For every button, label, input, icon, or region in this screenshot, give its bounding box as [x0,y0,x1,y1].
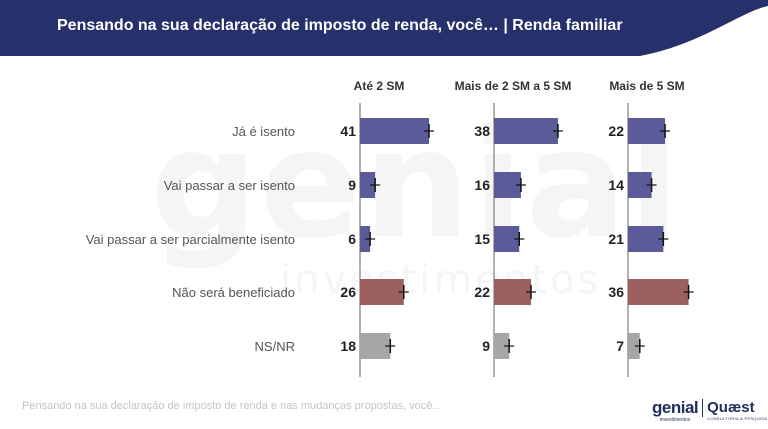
bar [360,226,371,252]
data-label: 21 [608,231,624,247]
data-label: 38 [474,123,490,139]
data-label: 15 [474,231,490,247]
bar [628,333,640,359]
bar [494,118,558,144]
genial-logo-text: genial [652,398,699,417]
bar [628,279,689,305]
data-label: 22 [608,123,624,139]
bar [494,333,510,359]
category-label: NS/NR [255,339,295,354]
category-label: Já é isento [232,124,295,139]
series-header: Até 2 SM [354,79,405,93]
header-banner [0,0,768,56]
quaest-logo-sub: CONSULTORIA & PESQUISA [707,416,768,421]
data-label: 18 [340,338,356,354]
data-label: 41 [340,123,356,139]
category-label: Vai passar a ser parcialmente isento [86,232,295,247]
series-header: Mais de 5 SM [609,79,684,93]
quaest-logo: Quæst CONSULTORIA & PESQUISA [707,399,767,421]
category-label: Não será beneficiado [172,285,295,300]
data-label: 7 [616,338,624,354]
bar [360,333,391,359]
footnote: Pensando na sua declaração de imposto de… [22,400,442,412]
logo-divider [702,399,704,417]
data-label: 16 [474,177,490,193]
brand-logos: genial investimentos Quæst CONSULTORIA &… [652,399,767,423]
bar [360,172,376,198]
data-label: 9 [482,338,490,354]
data-label: 6 [348,231,356,247]
bar [628,118,666,144]
data-label: 22 [474,284,490,300]
bar [360,279,404,305]
bar [628,226,664,252]
data-label: 26 [340,284,356,300]
bar [628,172,652,198]
bar [360,118,429,144]
genial-logo-sub: investimentos [659,417,691,423]
data-label: 9 [348,177,356,193]
genial-logo: genial investimentos [652,398,699,423]
banner-shape [0,0,768,56]
data-label: 14 [608,177,624,193]
series-header: Mais de 2 SM a 5 SM [455,79,572,93]
page-title: Pensando na sua declaração de imposto de… [57,17,623,34]
quaest-logo-text: Quæst [707,399,755,416]
data-label: 36 [608,284,624,300]
category-label: Vai passar a ser isento [164,178,295,193]
bar [494,279,532,305]
